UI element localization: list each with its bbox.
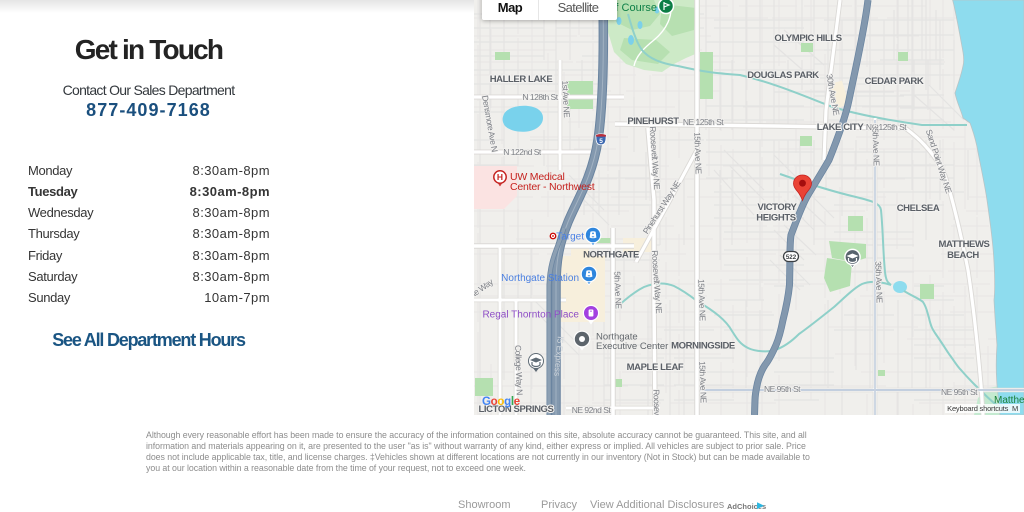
svg-text:NORTHGATE: NORTHGATE (583, 250, 639, 261)
svg-text:NE 95th St: NE 95th St (941, 387, 978, 397)
svg-text:LAKE CITY: LAKE CITY (817, 122, 865, 133)
svg-text:Matthe: Matthe (994, 395, 1024, 406)
svg-text:H: H (497, 172, 503, 182)
svg-text:5: 5 (599, 138, 603, 145)
svg-text:35th Ave NE: 35th Ave NE (870, 124, 881, 167)
svg-text:VICTORY: VICTORY (758, 202, 798, 213)
svg-text:35th Ave NE: 35th Ave NE (873, 261, 884, 304)
svg-text:15th Ave NE: 15th Ave NE (692, 132, 703, 175)
svg-text:15th Ave NE: 15th Ave NE (697, 361, 708, 404)
svg-text:Center - Northwest: Center - Northwest (510, 181, 595, 193)
svg-text:I5 Express: I5 Express (552, 336, 565, 377)
svg-text:Roosevelt: Roosevelt (651, 389, 662, 415)
svg-text:UW Medical: UW Medical (510, 171, 565, 183)
svg-text:NE 92nd St: NE 92nd St (572, 405, 612, 415)
svg-text:MAPLE LEAF: MAPLE LEAF (627, 362, 684, 373)
svg-text:1st Ave NE: 1st Ave NE (560, 80, 572, 118)
svg-text:PINEHURST: PINEHURST (627, 116, 679, 127)
svg-text:5th Ave NE: 5th Ave NE (612, 271, 623, 310)
svg-text:BEACH: BEACH (947, 250, 979, 261)
svg-text:MORNINGSIDE: MORNINGSIDE (671, 341, 735, 352)
svg-text:Target: Target (556, 232, 584, 243)
svg-text:HEIGHTS: HEIGHTS (756, 213, 795, 224)
svg-text:NE 125th St: NE 125th St (683, 117, 724, 127)
svg-text:OLYMPIC HILLS: OLYMPIC HILLS (774, 33, 841, 44)
svg-text:Executive Center: Executive Center (596, 341, 668, 352)
svg-text:CHELSEA: CHELSEA (897, 203, 940, 214)
svg-text:DOUGLAS PARK: DOUGLAS PARK (747, 70, 819, 81)
svg-text:N 128th St: N 128th St (522, 92, 558, 102)
svg-text:lf Course: lf Course (613, 2, 657, 14)
svg-text:Northgate Station: Northgate Station (501, 273, 579, 284)
svg-text:CEDAR PARK: CEDAR PARK (865, 76, 924, 87)
svg-text:NE 95th St: NE 95th St (764, 384, 801, 394)
svg-text:N 122nd St: N 122nd St (503, 147, 542, 157)
svg-text:Northgate: Northgate (596, 332, 638, 343)
svg-text:15th Ave NE: 15th Ave NE (696, 279, 707, 322)
svg-text:HALLER LAKE: HALLER LAKE (490, 74, 553, 85)
svg-text:LICTON SPRINGS: LICTON SPRINGS (479, 404, 554, 415)
svg-text:NE 125th St: NE 125th St (866, 122, 907, 132)
svg-text:Regal Thornton Place: Regal Thornton Place (482, 310, 579, 321)
svg-text:522: 522 (786, 254, 797, 261)
svg-text:MATTHEWS: MATTHEWS (939, 239, 990, 250)
svg-text:College Way N: College Way N (513, 345, 525, 396)
